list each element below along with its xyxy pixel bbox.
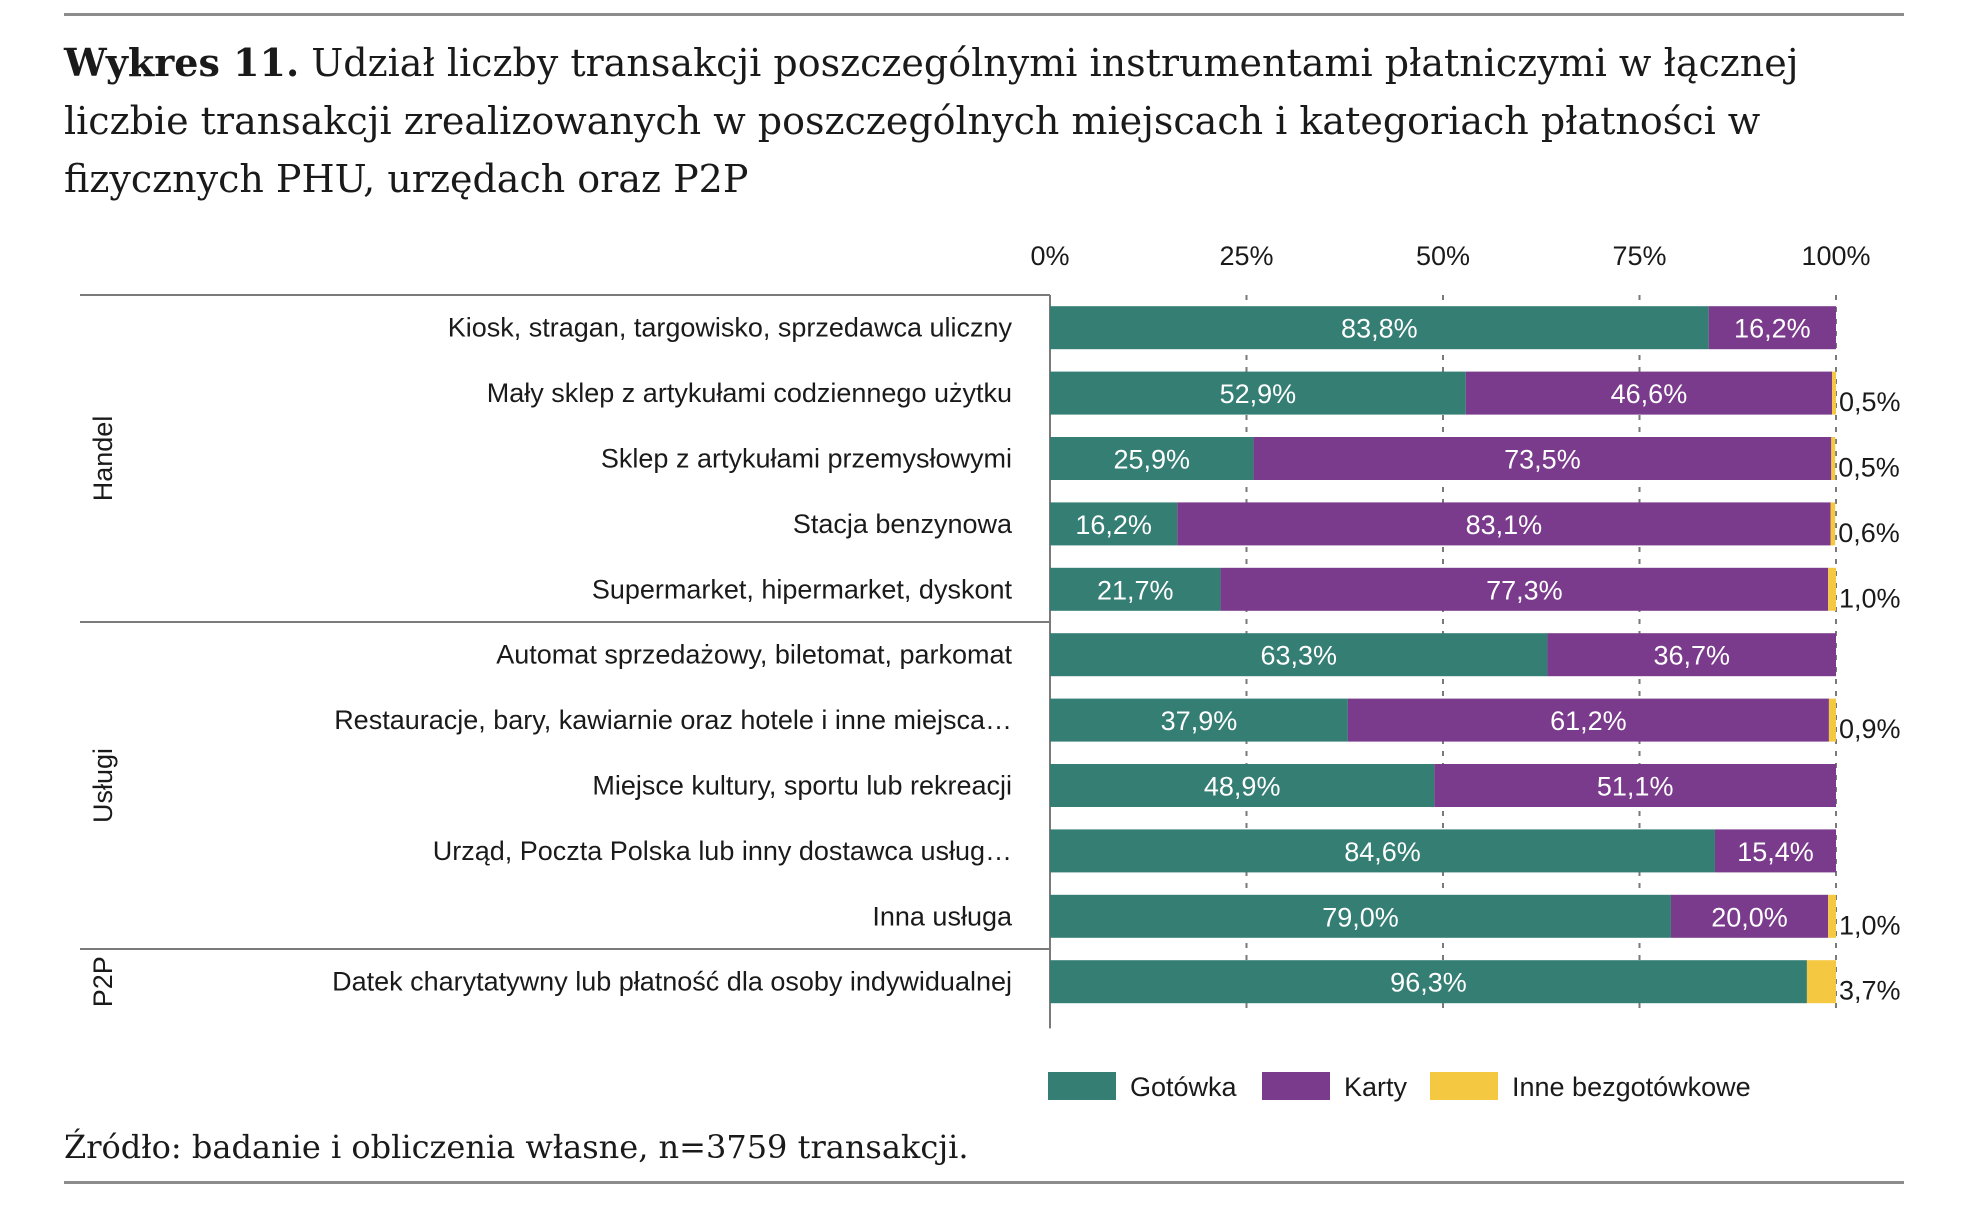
x-tick-label: 50%: [1416, 241, 1470, 271]
bar-segment: [1177, 502, 1831, 546]
bar-segment: [1050, 960, 1807, 1004]
category-label: Urząd, Poczta Polska lub inny dostawca u…: [433, 836, 1012, 866]
chart-title: Wykres 11. Udział liczby transakcji posz…: [64, 34, 1914, 208]
category-label: Stacja benzynowa: [793, 509, 1013, 539]
legend-label: Karty: [1344, 1072, 1408, 1102]
bar-segment: [1670, 894, 1829, 938]
data-label: 48,9%: [1204, 772, 1281, 802]
x-tick-label: 75%: [1612, 241, 1666, 271]
bar-segment: [1831, 437, 1836, 480]
group-label: P2P: [88, 956, 118, 1007]
data-label: 73,5%: [1504, 445, 1581, 475]
category-label: Supermarket, hipermarket, dyskont: [592, 574, 1013, 604]
legend-swatch: [1048, 1072, 1116, 1100]
data-label: 20,0%: [1711, 902, 1788, 932]
bar-segment: [1828, 894, 1836, 938]
group-label: Usługi: [88, 748, 118, 823]
bar-segment: [1347, 698, 1829, 742]
data-label: 96,3%: [1390, 968, 1467, 998]
x-tick-label: 0%: [1030, 241, 1069, 271]
data-label: 36,7%: [1653, 641, 1730, 671]
data-label: 15,4%: [1737, 837, 1814, 867]
data-label: 77,3%: [1486, 575, 1563, 605]
bar-segment: [1828, 567, 1836, 611]
bar-segment: [1714, 829, 1836, 873]
bar-segment: [1830, 502, 1836, 546]
legend-swatch: [1430, 1072, 1498, 1100]
data-label: 83,1%: [1466, 510, 1543, 540]
category-label: Restauracje, bary, kawiarnie oraz hotele…: [334, 705, 1012, 735]
bar-segment: [1806, 960, 1836, 1004]
category-label: Mały sklep z artykułami codziennego użyt…: [487, 378, 1012, 408]
data-label: 1,0%: [1839, 583, 1901, 613]
data-label: 16,2%: [1734, 314, 1811, 344]
data-label: 0,6%: [1838, 518, 1900, 548]
category-label: Kiosk, stragan, targowisko, sprzedawca u…: [448, 313, 1013, 343]
data-label: 79,0%: [1322, 902, 1399, 932]
bar-segment: [1220, 567, 1829, 611]
data-label: 61,2%: [1550, 706, 1627, 736]
data-label: 0,9%: [1839, 714, 1901, 744]
data-label: 0,5%: [1839, 387, 1901, 417]
data-label: 83,8%: [1341, 314, 1418, 344]
bar-segment: [1050, 306, 1709, 350]
x-tick-label: 100%: [1801, 241, 1870, 271]
data-label: 51,1%: [1597, 772, 1674, 802]
bar-segment: [1050, 764, 1435, 807]
bar-segment: [1547, 633, 1836, 677]
data-label: 3,7%: [1839, 976, 1901, 1006]
top-rule: [64, 13, 1904, 16]
bar-segment: [1253, 437, 1832, 480]
bar-segment: [1050, 698, 1348, 742]
legend-label: Inne bezgotówkowe: [1512, 1072, 1751, 1102]
data-label: 63,3%: [1260, 641, 1337, 671]
data-label: 16,2%: [1075, 510, 1152, 540]
bar-segment: [1050, 502, 1178, 546]
data-label: 52,9%: [1220, 379, 1297, 409]
x-tick-label: 25%: [1219, 241, 1273, 271]
bottom-rule: [64, 1181, 1904, 1184]
bar-segment: [1832, 371, 1836, 415]
bar-segment: [1050, 371, 1466, 415]
data-label: 37,9%: [1161, 706, 1238, 736]
data-label: 25,9%: [1114, 445, 1191, 475]
chart-title-text: Udział liczby transakcji poszczególnymi …: [64, 41, 1799, 201]
group-label: Handel: [88, 416, 118, 502]
bar-segment: [1050, 437, 1254, 480]
data-label: 46,6%: [1611, 379, 1688, 409]
category-label: Inna usługa: [872, 901, 1013, 931]
bar-segment: [1465, 371, 1833, 415]
data-label: 21,7%: [1097, 575, 1174, 605]
source-note: Źródło: badanie i obliczenia własne, n=3…: [64, 1128, 969, 1166]
chart-title-prefix: Wykres 11.: [64, 40, 300, 85]
category-label: Sklep z artykułami przemysłowymi: [601, 444, 1012, 474]
bar-segment: [1050, 567, 1221, 611]
category-label: Miejsce kultury, sportu lub rekreacji: [592, 771, 1012, 801]
category-label: Automat sprzedażowy, biletomat, parkomat: [496, 640, 1012, 670]
bar-segment: [1050, 894, 1671, 938]
data-label: 0,5%: [1838, 453, 1900, 483]
legend-swatch: [1262, 1072, 1330, 1100]
bar-segment: [1434, 764, 1836, 807]
data-label: 84,6%: [1344, 837, 1421, 867]
bar-segment: [1050, 829, 1715, 873]
category-label: Datek charytatywny lub płatność dla osob…: [332, 967, 1012, 997]
legend-label: Gotówka: [1130, 1072, 1238, 1102]
bar-segment: [1828, 698, 1836, 742]
data-label: 1,0%: [1839, 910, 1901, 940]
bar-segment: [1050, 633, 1548, 677]
bar-segment: [1708, 306, 1836, 350]
